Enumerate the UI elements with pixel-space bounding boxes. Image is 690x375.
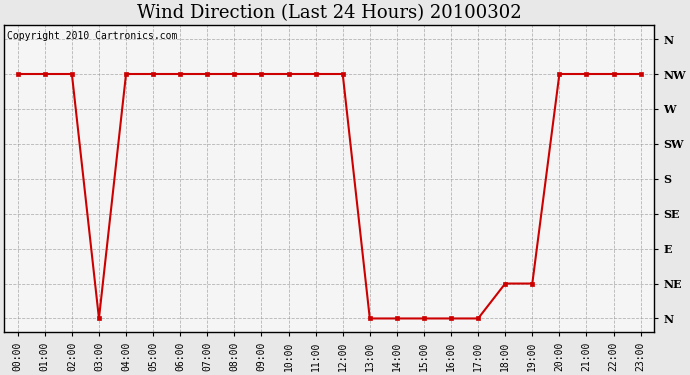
Title: Wind Direction (Last 24 Hours) 20100302: Wind Direction (Last 24 Hours) 20100302 <box>137 4 522 22</box>
Text: Copyright 2010 Cartronics.com: Copyright 2010 Cartronics.com <box>8 31 178 41</box>
